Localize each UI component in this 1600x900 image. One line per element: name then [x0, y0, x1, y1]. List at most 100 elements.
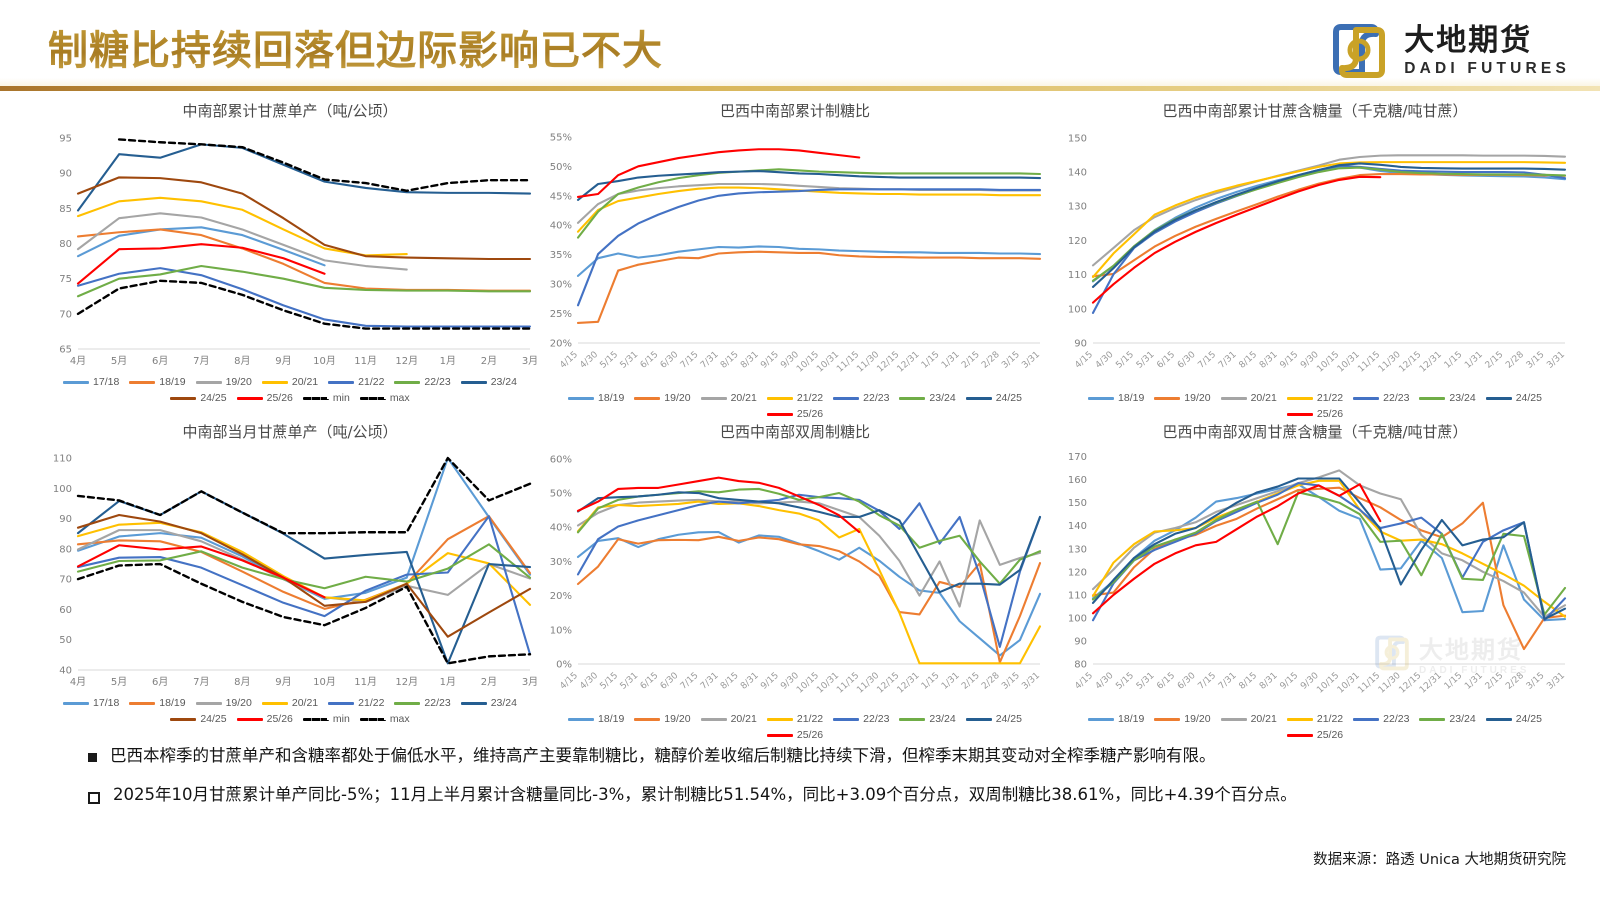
legend-item[interactable]: 23/24: [1419, 392, 1476, 404]
svg-text:5/31: 5/31: [619, 350, 641, 371]
legend-item[interactable]: 25/26: [1286, 408, 1343, 420]
legend-item[interactable]: 21/22: [766, 713, 823, 725]
legend-item[interactable]: 19/20: [195, 697, 252, 709]
svg-text:1月: 1月: [440, 676, 456, 688]
legend-item[interactable]: 24/25: [1485, 392, 1542, 404]
legend-item[interactable]: 23/24: [460, 376, 517, 388]
svg-text:1/31: 1/31: [1463, 671, 1485, 692]
legend-item[interactable]: 18/19: [568, 713, 624, 725]
legend-item[interactable]: 19/20: [1154, 713, 1211, 725]
legend-item[interactable]: 21/22: [1286, 713, 1343, 725]
chart-plot-area: 90 100 110 120 130 140 150 4/154/305/155/316/15…: [1068, 133, 1567, 374]
legend-item[interactable]: 17/18: [63, 697, 119, 709]
legend-item[interactable]: 19/20: [1154, 392, 1211, 404]
svg-text:11月: 11月: [354, 676, 377, 688]
legend-item[interactable]: 19/20: [634, 392, 691, 404]
legend-label: 25/26: [796, 408, 824, 420]
series-line: [76, 267, 532, 328]
legend-item[interactable]: 25/26: [766, 729, 823, 741]
svg-text:90: 90: [1074, 339, 1087, 350]
series-line: [1091, 165, 1567, 283]
legend-item[interactable]: 21/22: [766, 392, 823, 404]
legend-item[interactable]: 23/24: [460, 697, 517, 709]
legend-item[interactable]: 25/26: [766, 408, 824, 420]
legend-swatch: [1220, 717, 1247, 721]
legend-item[interactable]: max: [359, 392, 410, 404]
svg-text:5月: 5月: [111, 676, 127, 688]
legend-item[interactable]: 25/26: [236, 392, 293, 404]
legend-item[interactable]: 20/21: [700, 392, 757, 404]
legend-swatch: [63, 380, 90, 384]
legend-swatch: [965, 396, 992, 400]
legend-item[interactable]: 17/18: [63, 376, 119, 388]
legend-item[interactable]: 18/19: [568, 392, 624, 404]
chart-legend: 17/18 18/19 19/20 20/21 21/22 22/23 23/24 24/25…: [40, 697, 540, 725]
legend-label: 24/25: [995, 713, 1022, 725]
legend-item[interactable]: 18/19: [1088, 392, 1144, 404]
series-line: [76, 490, 532, 665]
chart-title: 巴西中南部双周制糖比: [719, 423, 870, 441]
legend-item[interactable]: 24/25: [1485, 713, 1542, 725]
legend-item[interactable]: 24/25: [965, 392, 1022, 404]
legend-item[interactable]: max: [359, 713, 410, 725]
legend-swatch: [766, 733, 793, 737]
svg-text:7/31: 7/31: [699, 671, 721, 692]
legend-item[interactable]: 25/26: [1286, 729, 1343, 741]
legend-swatch: [1088, 717, 1115, 721]
legend-item[interactable]: 20/21: [1220, 392, 1277, 404]
svg-text:110: 110: [53, 454, 72, 465]
legend-item[interactable]: 20/21: [1220, 713, 1277, 725]
summary-bullets: 巴西本榨季的甘蔗单产和含糖率都处于偏低水平，维持高产主要靠制糖比，糖醇价差收缩后…: [0, 744, 1600, 822]
legend-item[interactable]: 23/24: [899, 713, 956, 725]
bullet-text: 巴西本榨季的甘蔗单产和含糖率都处于偏低水平，维持高产主要靠制糖比，糖醇价差收缩后…: [110, 746, 1216, 765]
legend-item[interactable]: min: [302, 392, 350, 404]
legend-item[interactable]: 20/21: [261, 697, 318, 709]
svg-text:75: 75: [59, 274, 72, 285]
svg-text:70: 70: [59, 575, 72, 586]
legend-item[interactable]: 19/20: [195, 376, 252, 388]
legend-item[interactable]: 21/22: [1286, 392, 1343, 404]
legend-item[interactable]: 22/23: [1353, 392, 1409, 404]
legend-item[interactable]: 22/23: [833, 713, 889, 725]
legend-item[interactable]: 24/25: [170, 392, 227, 404]
legend-item[interactable]: min: [302, 713, 350, 725]
legend-item[interactable]: 18/19: [129, 697, 186, 709]
svg-text:1/15: 1/15: [1443, 671, 1465, 692]
legend-item[interactable]: 21/22: [328, 697, 384, 709]
legend-item[interactable]: 18/19: [1088, 713, 1144, 725]
legend-label: 18/19: [159, 697, 186, 709]
legend-item[interactable]: 21/22: [328, 376, 384, 388]
svg-text:12/31: 12/31: [896, 671, 922, 696]
legend-item[interactable]: 24/25: [170, 713, 227, 725]
legend-label: 22/23: [1383, 713, 1410, 725]
legend-item[interactable]: 25/26: [236, 713, 293, 725]
legend-item[interactable]: 22/23: [394, 697, 451, 709]
chart-legend: 18/19 19/20 20/21 21/22 22/23 23/24 24/25 25/26: [540, 392, 1050, 420]
legend-item[interactable]: 22/23: [394, 376, 451, 388]
svg-text:6月: 6月: [152, 676, 168, 688]
legend-label: max: [389, 713, 410, 725]
svg-text:30%: 30%: [550, 557, 572, 568]
legend-item[interactable]: 18/19: [129, 376, 186, 388]
brand-logo: 大地期货 DADI FUTURES: [1328, 20, 1570, 82]
legend-item[interactable]: 22/23: [833, 392, 889, 404]
legend-item[interactable]: 20/21: [700, 713, 757, 725]
svg-text:7/15: 7/15: [679, 350, 701, 371]
legend-swatch: [1154, 717, 1181, 721]
svg-text:4/15: 4/15: [1073, 671, 1095, 692]
legend-item[interactable]: 20/21: [261, 376, 318, 388]
legend-item[interactable]: 24/25: [965, 713, 1022, 725]
legend-item[interactable]: 22/23: [1353, 713, 1409, 725]
svg-text:2月: 2月: [481, 355, 497, 367]
svg-text:6/30: 6/30: [1176, 350, 1198, 371]
svg-text:5/31: 5/31: [1135, 350, 1157, 371]
svg-text:85: 85: [59, 204, 72, 215]
legend-item[interactable]: 19/20: [634, 713, 691, 725]
legend-item[interactable]: 23/24: [899, 392, 956, 404]
legend-item[interactable]: 23/24: [1419, 713, 1476, 725]
series-line: [576, 500, 1042, 665]
legend-label: 22/23: [424, 697, 451, 709]
svg-text:3/15: 3/15: [1000, 350, 1022, 371]
series-line: [1091, 162, 1567, 288]
svg-text:60: 60: [59, 605, 72, 616]
